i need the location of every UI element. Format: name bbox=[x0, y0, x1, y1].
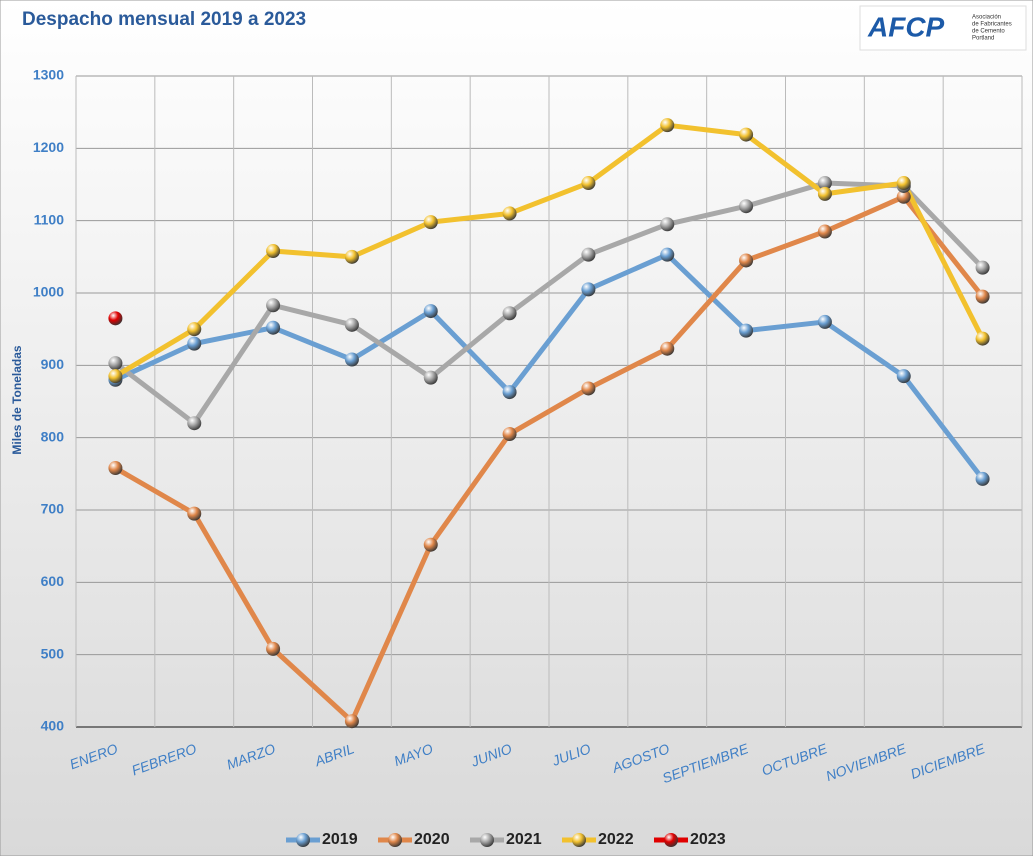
legend-label: 2022 bbox=[598, 831, 634, 848]
point bbox=[344, 317, 359, 332]
point bbox=[344, 352, 359, 367]
point bbox=[817, 314, 832, 329]
point bbox=[581, 176, 596, 191]
point bbox=[423, 215, 438, 230]
y-tick-label: 1100 bbox=[34, 211, 65, 227]
point bbox=[581, 381, 596, 396]
point bbox=[739, 323, 754, 338]
point bbox=[739, 127, 754, 142]
y-tick-label: 1300 bbox=[33, 67, 64, 83]
point bbox=[423, 370, 438, 385]
point bbox=[187, 322, 202, 337]
legend-marker bbox=[664, 833, 678, 847]
logo-line: de Cemento bbox=[972, 29, 1005, 35]
y-tick-label: 1200 bbox=[33, 139, 64, 155]
legend-label: 2021 bbox=[506, 831, 542, 848]
y-tick-label: 600 bbox=[41, 573, 65, 589]
legend-marker bbox=[480, 833, 494, 847]
point bbox=[581, 247, 596, 262]
point bbox=[423, 537, 438, 552]
point bbox=[975, 289, 990, 304]
series-line bbox=[114, 252, 985, 481]
chart-title: Despacho mensual 2019 a 2023 bbox=[22, 9, 306, 30]
y-tick-label: 900 bbox=[41, 356, 65, 372]
point bbox=[108, 311, 123, 326]
series-line bbox=[113, 180, 985, 426]
point bbox=[739, 253, 754, 268]
point bbox=[896, 369, 911, 384]
point bbox=[187, 416, 202, 431]
point bbox=[975, 471, 990, 486]
y-tick-label: 500 bbox=[41, 645, 65, 661]
point bbox=[108, 461, 123, 476]
point bbox=[502, 206, 517, 221]
point bbox=[502, 385, 517, 400]
point bbox=[266, 298, 281, 313]
legend-marker bbox=[296, 833, 310, 847]
point bbox=[660, 118, 675, 133]
legend-label: 2023 bbox=[690, 831, 726, 848]
point bbox=[739, 199, 754, 214]
point bbox=[187, 336, 202, 351]
series-line bbox=[114, 194, 985, 724]
logo-name: AFCP bbox=[867, 11, 945, 42]
logo-line: Asociación bbox=[972, 15, 1001, 21]
legend-marker bbox=[388, 833, 402, 847]
y-tick-label: 400 bbox=[41, 718, 65, 734]
logo-box bbox=[859, 5, 1027, 51]
point bbox=[896, 189, 911, 204]
point bbox=[975, 260, 990, 275]
point bbox=[660, 341, 675, 356]
point bbox=[975, 331, 990, 346]
point bbox=[344, 249, 359, 264]
y-tick-label: 700 bbox=[41, 501, 65, 517]
series-line bbox=[114, 122, 985, 379]
point bbox=[187, 506, 202, 521]
point bbox=[817, 176, 832, 191]
logo: AFCP Asociación de Fabricantes de Cement… bbox=[859, 5, 1027, 51]
y-axis-label: Miles de Toneladas bbox=[10, 345, 24, 454]
point bbox=[266, 320, 281, 335]
point bbox=[817, 186, 832, 201]
point bbox=[896, 176, 911, 191]
y-tick-label: 1000 bbox=[33, 284, 64, 300]
point bbox=[108, 369, 123, 384]
logo-line: Portland bbox=[972, 36, 994, 42]
point bbox=[423, 304, 438, 319]
point bbox=[108, 356, 123, 371]
y-tick-label: 800 bbox=[41, 428, 65, 444]
point bbox=[817, 224, 832, 239]
point bbox=[581, 282, 596, 297]
point bbox=[266, 244, 281, 259]
point bbox=[502, 427, 517, 442]
point bbox=[344, 714, 359, 729]
legend-label: 2019 bbox=[322, 831, 358, 848]
point bbox=[266, 641, 281, 656]
point bbox=[660, 217, 675, 232]
legend-marker bbox=[572, 833, 586, 847]
legend-label: 2020 bbox=[414, 831, 450, 848]
point bbox=[660, 247, 675, 262]
point bbox=[502, 306, 517, 321]
logo-line: de Fabricantes bbox=[972, 22, 1012, 28]
